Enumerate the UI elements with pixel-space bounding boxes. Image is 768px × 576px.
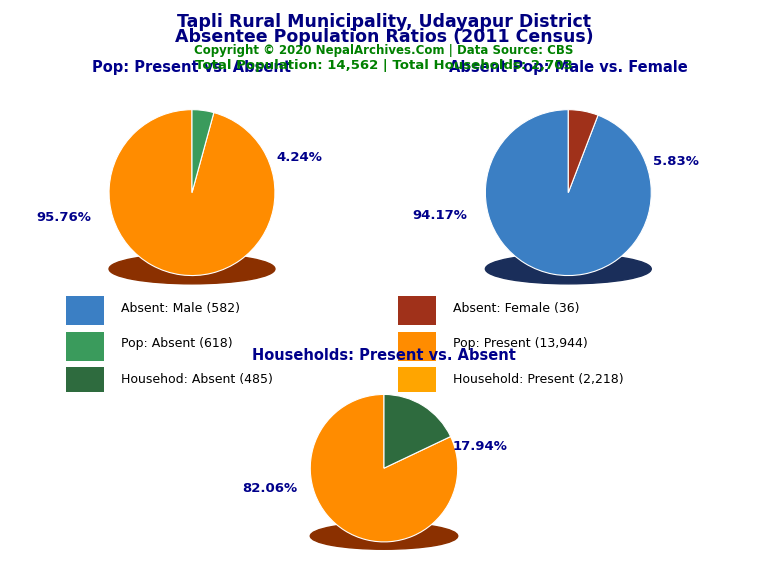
Text: 94.17%: 94.17% bbox=[412, 209, 467, 222]
Text: 4.24%: 4.24% bbox=[277, 151, 323, 164]
Text: Tapli Rural Municipality, Udayapur District: Tapli Rural Municipality, Udayapur Distr… bbox=[177, 13, 591, 31]
Wedge shape bbox=[485, 109, 651, 275]
Wedge shape bbox=[109, 109, 275, 275]
Ellipse shape bbox=[109, 254, 275, 284]
Text: Copyright © 2020 NepalArchives.Com | Data Source: CBS: Copyright © 2020 NepalArchives.Com | Dat… bbox=[194, 44, 574, 57]
Text: Absentee Population Ratios (2011 Census): Absentee Population Ratios (2011 Census) bbox=[174, 28, 594, 46]
Wedge shape bbox=[384, 395, 451, 468]
FancyBboxPatch shape bbox=[66, 367, 104, 396]
Title: Pop: Present vs. Absent: Pop: Present vs. Absent bbox=[92, 60, 292, 75]
Wedge shape bbox=[192, 109, 214, 192]
Text: Pop: Present (13,944): Pop: Present (13,944) bbox=[453, 338, 588, 350]
Text: Total Population: 14,562 | Total Households: 2,703: Total Population: 14,562 | Total Househo… bbox=[195, 59, 573, 72]
Text: Household: Present (2,218): Household: Present (2,218) bbox=[453, 373, 624, 386]
Text: 82.06%: 82.06% bbox=[242, 482, 297, 495]
Text: Pop: Absent (618): Pop: Absent (618) bbox=[121, 338, 233, 350]
Text: 17.94%: 17.94% bbox=[452, 439, 508, 453]
Text: Absent: Male (582): Absent: Male (582) bbox=[121, 302, 240, 315]
FancyBboxPatch shape bbox=[398, 367, 436, 396]
Text: 95.76%: 95.76% bbox=[36, 211, 91, 224]
Text: Househod: Absent (485): Househod: Absent (485) bbox=[121, 373, 273, 386]
FancyBboxPatch shape bbox=[66, 296, 104, 325]
Wedge shape bbox=[310, 395, 458, 542]
Text: Absent: Female (36): Absent: Female (36) bbox=[453, 302, 580, 315]
Text: 5.83%: 5.83% bbox=[654, 154, 699, 168]
Title: Households: Present vs. Absent: Households: Present vs. Absent bbox=[252, 348, 516, 363]
FancyBboxPatch shape bbox=[398, 332, 436, 361]
Title: Absent Pop: Male vs. Female: Absent Pop: Male vs. Female bbox=[449, 60, 687, 75]
Ellipse shape bbox=[310, 523, 458, 550]
Ellipse shape bbox=[485, 254, 651, 284]
Wedge shape bbox=[568, 109, 598, 192]
FancyBboxPatch shape bbox=[66, 332, 104, 361]
FancyBboxPatch shape bbox=[398, 296, 436, 325]
